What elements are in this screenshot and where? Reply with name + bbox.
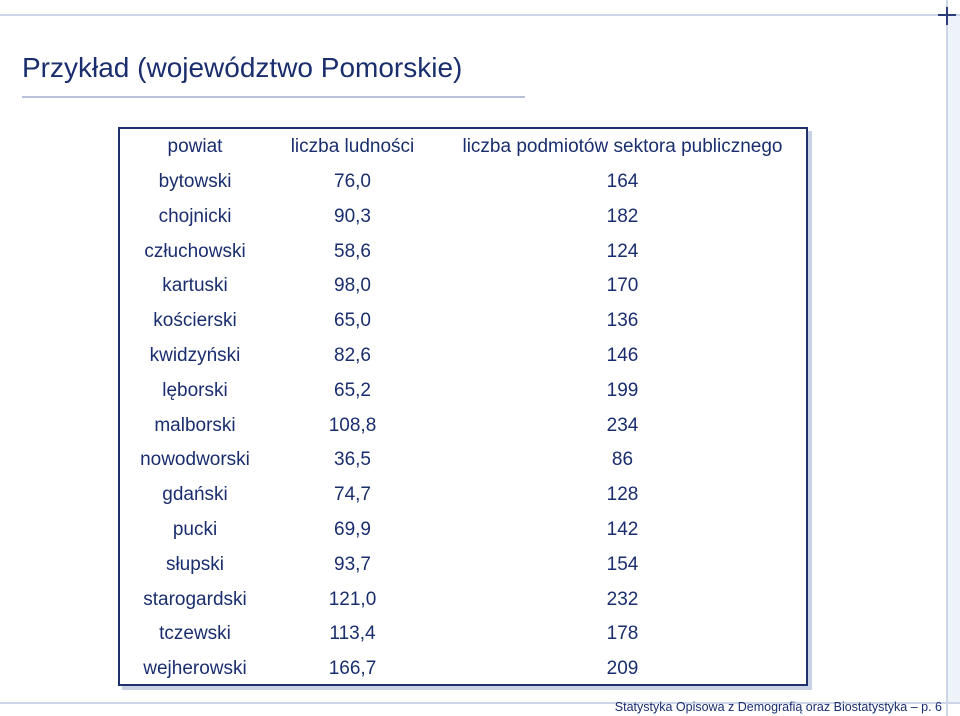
cell-powiat: kartuski [162,275,228,297]
cell-powiat: chojnicki [158,205,232,227]
crosshair-mark-icon [938,7,956,25]
table-row: malborski 108,8 234 [120,408,806,443]
cell-liczba-podmiotow: 234 [606,414,639,436]
cell-liczba-ludnosci: 76,0 [334,171,371,192]
title-underline [22,96,525,98]
cell-powiat: gdański [162,484,228,506]
cell-liczba-podmiotow: 86 [611,449,634,471]
cell-powiat: nowodworski [140,449,250,471]
cell-powiat: malborski [154,414,236,436]
header-liczba-podmiotow: liczba podmiotów sektora publicznego [462,136,783,157]
cell-liczba-ludnosci: 82,6 [334,345,371,366]
cell-powiat: kościerski [153,310,237,332]
cell-liczba-ludnosci: 58,6 [334,240,371,262]
cell-liczba-podmiotow: 178 [606,623,639,645]
cell-liczba-ludnosci: 93,7 [334,553,371,575]
cell-liczba-ludnosci: 166,7 [328,658,377,680]
table-row: chojnicki 90,3 182 [120,199,806,234]
cell-powiat: człuchowski [144,240,246,262]
table-row: starogardski 121,0 232 [120,582,806,617]
cell-liczba-ludnosci: 69,9 [334,519,371,540]
cell-liczba-ludnosci: 74,7 [334,484,371,506]
table-row: bytowski 76,0 164 [120,164,806,199]
table-row: gdański 74,7 128 [120,477,806,512]
cell-liczba-ludnosci: 65,2 [334,379,371,401]
header-powiat: powiat [167,136,223,157]
table-row: wejherowski 166,7 209 [120,651,806,686]
table-row: kwidzyński 82,6 146 [120,338,806,373]
cell-liczba-podmiotow: 136 [606,310,639,332]
cell-liczba-podmiotow: 182 [606,205,639,227]
cell-powiat: słupski [165,553,225,575]
slide-bottom-rule [0,702,960,704]
cell-liczba-podmiotow: 232 [606,588,639,610]
cell-liczba-ludnosci: 98,0 [334,275,371,297]
table-header-row: powiat liczba ludności liczba podmiotów … [120,129,806,164]
cell-powiat: tczewski [159,623,231,645]
cell-liczba-podmiotow: 128 [606,484,639,506]
header-liczba-ludnosci: liczba ludności [290,136,415,157]
cell-powiat: pucki [172,519,218,540]
cell-liczba-ludnosci: 113,4 [329,623,376,645]
cell-powiat: bytowski [158,171,232,192]
slide-top-rule [0,14,960,16]
slide-right-margin [948,16,960,702]
table-row: kartuski 98,0 170 [120,268,806,303]
cell-liczba-podmiotow: 170 [606,275,639,297]
cell-liczba-podmiotow: 142 [606,519,639,540]
table-row: tczewski 113,4 178 [120,616,806,651]
cell-liczba-podmiotow: 146 [606,345,639,366]
cell-liczba-ludnosci: 65,0 [334,310,371,332]
table-row: kościerski 65,0 136 [120,303,806,338]
data-table: powiat liczba ludności liczba podmiotów … [118,127,808,686]
table-row: lęborski 65,2 199 [120,373,806,408]
table-row: człuchowski 58,6 124 [120,234,806,269]
cell-liczba-podmiotow: 199 [606,379,639,401]
cell-liczba-podmiotow: 209 [606,658,639,680]
cell-powiat: wejherowski [143,658,247,680]
cell-liczba-podmiotow: 164 [606,171,639,192]
cell-powiat: starogardski [143,588,247,610]
slide-footer: Statystyka Opisowa z Demografią oraz Bio… [614,700,942,714]
cell-liczba-ludnosci: 108,8 [328,414,377,436]
slide-title: Przykład (województwo Pomorskie) [22,52,463,83]
cell-liczba-podmiotow: 154 [606,553,639,575]
table-row: słupski 93,7 154 [120,547,806,582]
table-row: nowodworski 36,5 86 [120,442,806,477]
cell-liczba-ludnosci: 121,0 [328,588,377,610]
cell-liczba-podmiotow: 124 [606,240,639,262]
cell-liczba-ludnosci: 90,3 [334,205,371,227]
cell-liczba-ludnosci: 36,5 [334,449,371,471]
table-row: pucki 69,9 142 [120,512,806,547]
cell-powiat: kwidzyński [149,345,241,366]
slide-right-rule [946,0,948,716]
cell-powiat: lęborski [162,379,228,401]
